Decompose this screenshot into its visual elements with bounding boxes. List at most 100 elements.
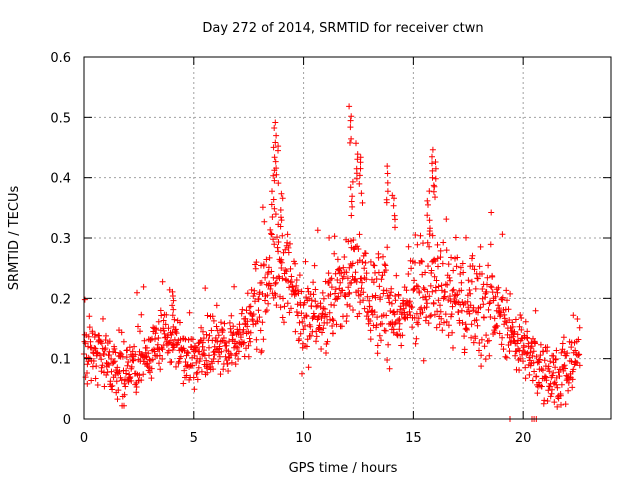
data-point bbox=[118, 329, 125, 336]
data-point bbox=[233, 343, 239, 350]
y-tick-label: 0.6 bbox=[50, 51, 71, 66]
data-point bbox=[87, 338, 94, 345]
data-point bbox=[522, 318, 529, 325]
data-point bbox=[504, 297, 510, 304]
data-point bbox=[343, 313, 350, 319]
data-point bbox=[570, 312, 577, 319]
data-point bbox=[162, 321, 169, 328]
data-point bbox=[110, 359, 117, 366]
data-point bbox=[498, 341, 505, 348]
data-point bbox=[499, 294, 506, 301]
data-point bbox=[261, 218, 268, 225]
data-point bbox=[376, 332, 383, 339]
data-point bbox=[553, 347, 560, 354]
data-point bbox=[303, 312, 310, 319]
data-point bbox=[195, 364, 202, 371]
data-point bbox=[282, 246, 289, 253]
data-point bbox=[488, 284, 495, 291]
data-point bbox=[570, 366, 577, 373]
data-point bbox=[115, 387, 122, 394]
data-point bbox=[270, 144, 277, 151]
data-point bbox=[94, 382, 101, 388]
data-point bbox=[341, 254, 348, 260]
data-point bbox=[481, 343, 488, 350]
data-point bbox=[255, 296, 262, 303]
data-point bbox=[390, 329, 397, 336]
data-point bbox=[357, 165, 364, 172]
data-point bbox=[459, 319, 466, 326]
data-point bbox=[385, 341, 392, 348]
data-point bbox=[522, 375, 529, 382]
data-point bbox=[488, 209, 495, 216]
data-point bbox=[409, 324, 416, 331]
data-point bbox=[426, 293, 433, 300]
axis-ticks: 0 0.1 0.2 0.3 0.4 0.5 0.6 0 5 10 15 20 bbox=[50, 51, 611, 446]
data-point bbox=[461, 346, 468, 353]
data-point bbox=[460, 269, 467, 276]
data-point bbox=[250, 311, 257, 318]
data-point bbox=[292, 260, 299, 267]
data-point bbox=[376, 283, 383, 290]
data-point bbox=[247, 338, 254, 345]
data-point bbox=[140, 358, 147, 365]
data-point bbox=[324, 319, 331, 326]
data-point bbox=[275, 248, 282, 255]
data-point bbox=[353, 175, 360, 182]
data-point bbox=[474, 322, 481, 329]
data-point bbox=[220, 335, 227, 341]
data-point bbox=[140, 371, 147, 378]
data-point bbox=[254, 318, 261, 325]
data-point bbox=[434, 241, 441, 248]
data-point bbox=[149, 356, 156, 363]
data-point bbox=[204, 312, 211, 319]
data-point bbox=[558, 381, 565, 388]
data-point bbox=[391, 195, 397, 202]
data-point bbox=[447, 277, 454, 284]
data-point bbox=[412, 340, 419, 347]
data-point bbox=[503, 354, 510, 361]
data-point bbox=[101, 351, 108, 357]
data-point bbox=[552, 356, 559, 362]
data-point bbox=[85, 343, 91, 350]
data-point bbox=[294, 312, 301, 319]
data-point bbox=[196, 348, 203, 355]
data-point bbox=[214, 327, 221, 334]
data-point bbox=[411, 277, 418, 284]
data-point bbox=[507, 290, 514, 297]
data-point bbox=[206, 332, 213, 339]
data-point bbox=[386, 292, 393, 299]
data-point bbox=[275, 180, 282, 187]
data-point bbox=[359, 279, 365, 286]
data-point bbox=[424, 239, 431, 246]
data-point bbox=[284, 239, 291, 246]
data-point bbox=[170, 297, 177, 304]
data-point bbox=[183, 372, 190, 379]
data-point bbox=[107, 378, 114, 385]
data-point bbox=[303, 313, 310, 320]
data-point bbox=[198, 324, 205, 331]
data-point bbox=[400, 305, 407, 312]
data-point bbox=[349, 203, 356, 210]
data-point bbox=[370, 279, 377, 286]
data-point bbox=[478, 336, 485, 343]
data-point bbox=[326, 309, 333, 316]
data-point bbox=[537, 352, 544, 359]
data-point bbox=[458, 287, 465, 294]
data-point bbox=[562, 365, 568, 372]
data-point bbox=[283, 268, 290, 275]
data-point bbox=[143, 344, 150, 351]
data-point bbox=[419, 309, 426, 316]
data-point bbox=[158, 312, 165, 319]
data-point bbox=[332, 270, 339, 277]
data-point bbox=[328, 284, 335, 291]
data-point bbox=[169, 329, 176, 336]
data-point bbox=[432, 165, 439, 172]
data-point bbox=[216, 353, 223, 360]
y-tick-label: 0.1 bbox=[50, 353, 71, 368]
data-point bbox=[222, 353, 229, 360]
data-point bbox=[133, 384, 140, 390]
data-point bbox=[326, 234, 333, 241]
data-point bbox=[524, 335, 531, 342]
data-point bbox=[147, 337, 154, 343]
data-point bbox=[180, 380, 187, 387]
